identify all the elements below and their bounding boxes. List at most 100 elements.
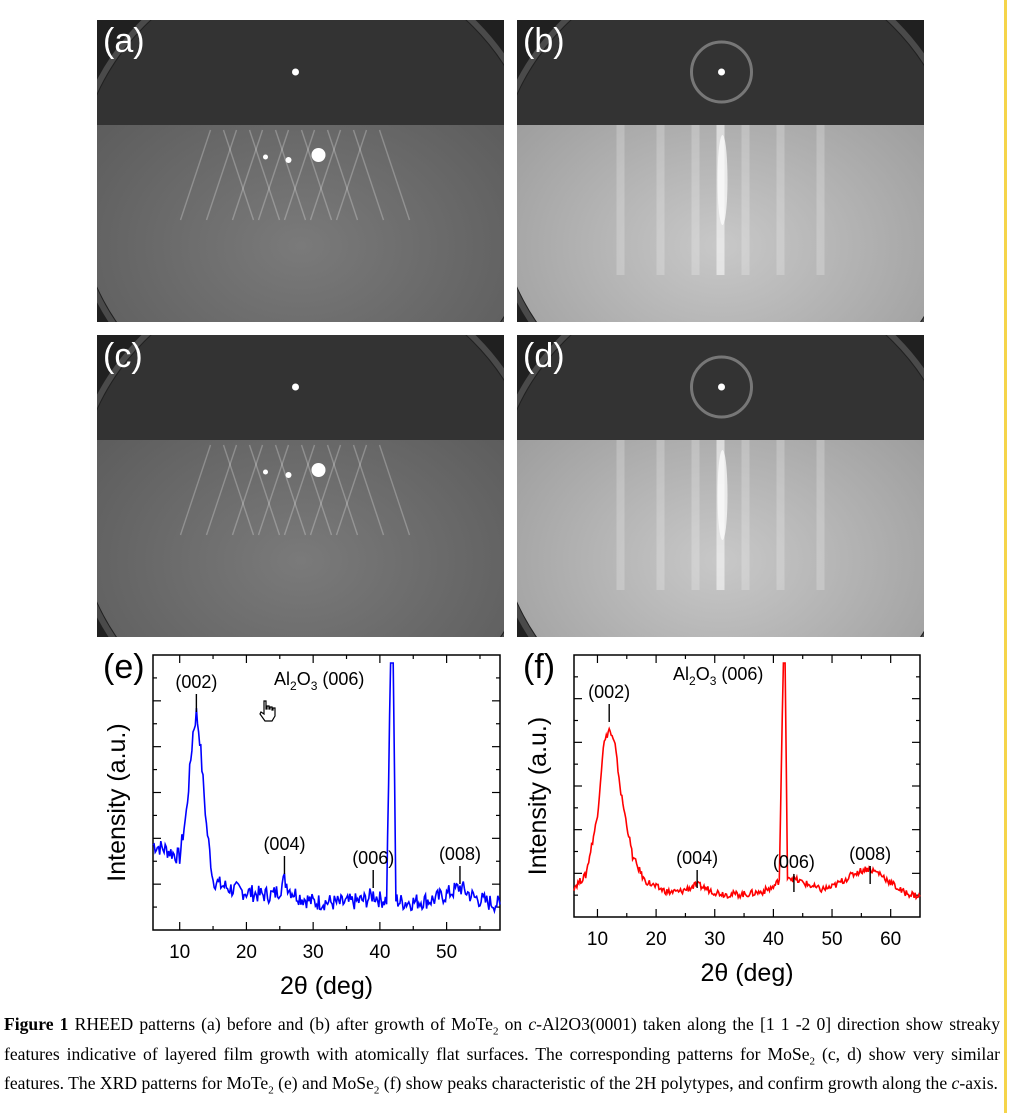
rheed-panel-d: (d) — [517, 335, 924, 637]
panel-label-f: (f) — [523, 648, 556, 686]
rheed-chevron-line — [179, 444, 212, 536]
rheed-chevron-line — [274, 444, 307, 536]
substrate-label: Al2O3 (006) — [274, 669, 364, 693]
rheed-direct-beam — [718, 68, 725, 76]
rheed-chevron-line — [335, 444, 368, 536]
rheed-chevron-line — [352, 444, 385, 536]
rheed-chevron-line — [222, 444, 255, 536]
rheed-streak — [816, 440, 825, 590]
y-axis-label: Intensity (a.u.) — [103, 723, 131, 881]
xrd-plot-e: 10 20 30 40 50 (002) (004) (006) (008) Al2O3 (006… — [103, 654, 921, 1000]
caption-text: on — [498, 1014, 529, 1034]
peak-label: (004) — [263, 834, 305, 854]
rheed-streak — [741, 125, 750, 275]
x-tick-label: 30 — [704, 929, 725, 950]
rheed-bright-spot — [311, 148, 326, 162]
x-tick-label: 50 — [821, 929, 842, 950]
panel-label-d: (d) — [523, 337, 565, 375]
rheed-chevron-line — [309, 129, 342, 221]
peak-label: (008) — [439, 844, 481, 864]
xrd-chart-0: 10 20 30 40 50 (002) (004) (006) (008) Al2O3 (006… — [103, 654, 501, 1000]
rheed-streak — [776, 125, 785, 275]
peak-label: (002) — [588, 682, 630, 702]
caption-text: (f) show peaks characteristic of the 2H … — [379, 1073, 952, 1094]
caption-italic: c — [951, 1073, 960, 1094]
rheed-chevron-line — [257, 444, 290, 536]
x-tick-label: 10 — [587, 929, 608, 950]
rheed-image-b — [517, 20, 924, 322]
rheed-beam-halo — [690, 355, 753, 419]
panel-label-b: (b) — [523, 22, 565, 60]
rheed-panel-c: (c) — [97, 335, 504, 637]
peak-label: (008) — [849, 844, 891, 864]
rheed-spot — [285, 472, 292, 478]
rheed-bright-spot — [311, 463, 326, 477]
peak-label: (006) — [773, 852, 815, 872]
hand-cursor-icon — [259, 700, 276, 722]
rheed-chevron-line — [335, 129, 368, 221]
caption-text: (c, d) show very similar features. The X… — [4, 1043, 1000, 1094]
x-axis-label: 2θ (deg) — [280, 972, 373, 1000]
rheed-direct-beam — [292, 383, 299, 391]
rheed-streak — [776, 440, 785, 590]
rheed-image-d — [517, 335, 924, 637]
rheed-direct-beam — [292, 68, 299, 76]
rheed-panel-a: (a) — [97, 20, 504, 322]
rheed-streak — [656, 440, 665, 590]
rheed-chevron-line — [352, 129, 385, 221]
caption-sub: 2 — [492, 1025, 499, 1038]
substrate-label: Al2O3 (006) — [673, 664, 763, 688]
x-tick-label: 40 — [763, 929, 784, 950]
x-tick-label: 20 — [236, 942, 257, 963]
rheed-specular-streak — [717, 450, 728, 540]
rheed-image-a — [97, 20, 504, 322]
rheed-spot — [285, 157, 292, 163]
rheed-spot — [263, 154, 268, 160]
rheed-chevron-line — [378, 444, 411, 536]
rheed-streak — [616, 440, 625, 590]
x-tick-label: 10 — [169, 942, 190, 963]
caption-text: (e) and MoSe — [273, 1073, 374, 1094]
rheed-chevron-line — [283, 129, 316, 221]
x-tick-label: 60 — [880, 929, 901, 950]
rheed-image-c — [97, 335, 504, 637]
rheed-chevron-line — [378, 129, 411, 221]
page-edge-rule — [1004, 0, 1007, 1113]
xrd-data-line — [573, 662, 921, 901]
rheed-panel-b: (b) — [517, 20, 924, 322]
rheed-direct-beam — [718, 383, 725, 391]
rheed-chevron-line — [205, 444, 238, 536]
x-tick-label: 20 — [646, 929, 667, 950]
rheed-chevron-line — [300, 129, 333, 221]
caption-sub: 2 — [268, 1084, 274, 1097]
caption-italic: c — [528, 1014, 537, 1034]
rheed-screen — [97, 125, 504, 322]
rheed-chevron-line — [274, 129, 307, 221]
panel-label-a: (a) — [103, 22, 145, 60]
caption-figure-number: Figure 1 — [4, 1014, 69, 1034]
rheed-chevron-line — [309, 444, 342, 536]
rheed-streak — [656, 125, 665, 275]
panel-label-c: (c) — [103, 337, 143, 375]
caption-text: -axis. — [959, 1073, 998, 1094]
rheed-chevron-line — [248, 444, 281, 536]
figure-caption: Figure 1 RHEED patterns (a) before and (… — [4, 1013, 1000, 1102]
x-axis-label: 2θ (deg) — [700, 959, 793, 987]
panel-label-e: (e) — [103, 648, 145, 686]
x-tick-label: 30 — [303, 942, 324, 963]
peak-label: (002) — [175, 672, 217, 692]
rheed-chevron-line — [283, 444, 316, 536]
rheed-spot — [263, 469, 268, 475]
rheed-shadow-edge — [97, 20, 504, 125]
rheed-specular-streak — [717, 135, 728, 225]
peak-label: (006) — [352, 848, 394, 868]
rheed-streak — [616, 125, 625, 275]
rheed-streak — [691, 440, 700, 590]
rheed-chevron-line — [326, 129, 359, 221]
x-tick-label: 40 — [369, 942, 390, 963]
peak-label: (004) — [676, 848, 718, 868]
rheed-chevron-line — [231, 129, 264, 221]
rheed-chevron-line — [300, 444, 333, 536]
caption-text: RHEED patterns (a) before and (b) after … — [68, 1014, 493, 1034]
rheed-chevron-line — [326, 444, 359, 536]
